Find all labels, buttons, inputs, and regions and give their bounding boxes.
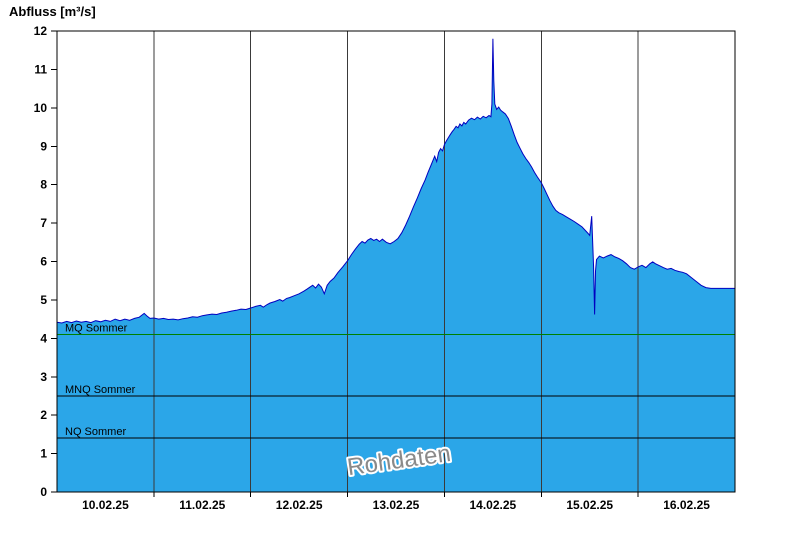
y-tick-label: 3 <box>40 370 47 384</box>
y-tick-label: 5 <box>40 293 47 307</box>
x-date-label: 11.02.25 <box>179 498 225 512</box>
x-date-label: 10.02.25 <box>82 498 129 512</box>
y-tick-label: 6 <box>40 255 47 269</box>
x-date-label: 16.02.25 <box>663 498 710 512</box>
reference-line-label: MNQ Sommer <box>65 384 136 396</box>
x-date-label: 14.02.25 <box>469 498 516 512</box>
discharge-line <box>56 38 735 324</box>
reference-line-label: MQ Sommer <box>65 322 128 334</box>
y-tick-label: 1 <box>40 447 47 461</box>
y-tick-label: 4 <box>40 331 47 345</box>
reference-line-label: NQ Sommer <box>65 426 126 438</box>
y-tick-label: 2 <box>40 408 47 422</box>
y-tick-label: 10 <box>34 101 48 115</box>
y-tick-label: 0 <box>40 485 47 499</box>
x-date-label: 15.02.25 <box>566 498 613 512</box>
y-tick-label: 8 <box>40 178 47 192</box>
y-tick-label: 11 <box>34 62 47 76</box>
y-tick-label: 9 <box>40 139 47 153</box>
y-tick-label: 7 <box>40 216 47 230</box>
chart-title: Abfluss [m³/s] <box>9 4 96 19</box>
y-tick-label: 12 <box>34 24 48 38</box>
x-date-label: 12.02.25 <box>276 498 323 512</box>
discharge-area <box>57 38 735 492</box>
x-date-label: 13.02.25 <box>373 498 420 512</box>
